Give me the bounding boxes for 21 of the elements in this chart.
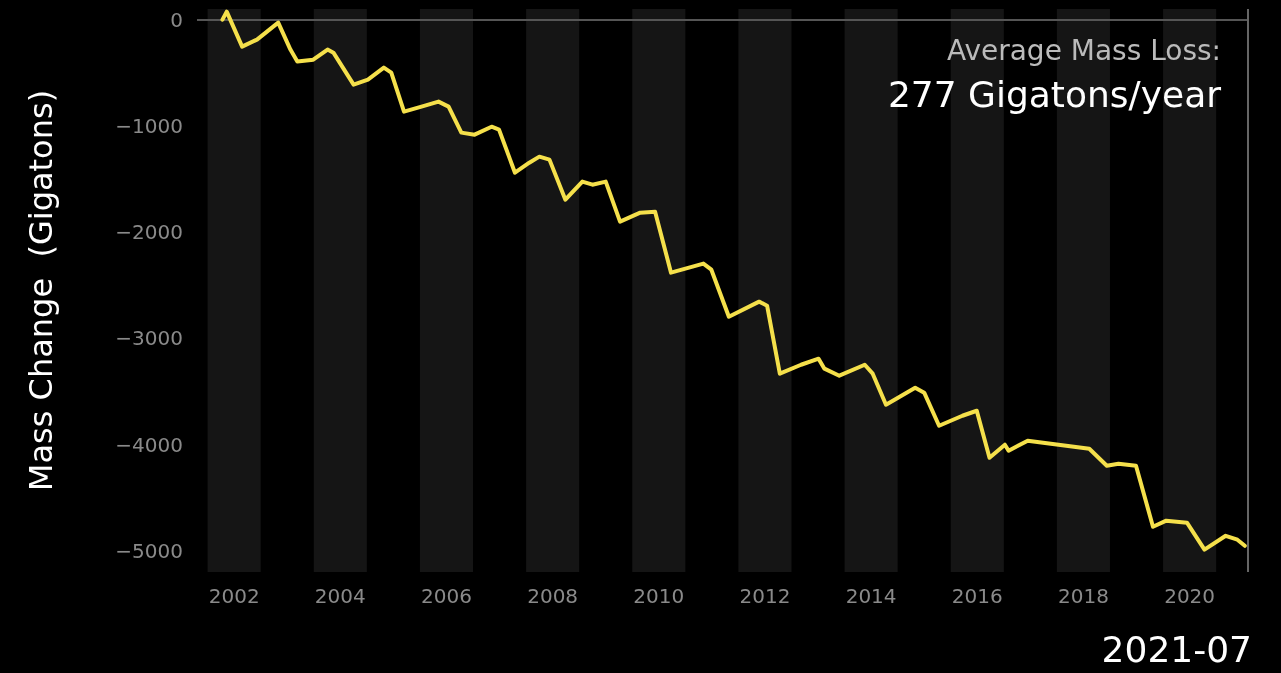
- x-tick-label: 2016: [951, 584, 1003, 608]
- x-tick-label: 2010: [633, 584, 685, 608]
- y-tick-label: 0: [170, 7, 183, 32]
- line-series: [220, 9, 1247, 552]
- x-tick-label: 2004: [314, 584, 366, 608]
- y-tick-label: −2000: [115, 220, 183, 245]
- x-tick-label: 2014: [845, 584, 897, 608]
- x-tick-label: 2006: [421, 584, 472, 608]
- x-tick-label: 2002: [208, 584, 260, 608]
- y-axis-title: Mass Change (Gigatons): [22, 89, 60, 492]
- x-tick-label: 2008: [527, 584, 579, 608]
- x-tick-label: 2012: [739, 584, 791, 608]
- y-tick-label: −4000: [115, 432, 183, 457]
- x-tick-label: 2020: [1164, 584, 1216, 608]
- annotation: 277 Gigatons/year: [887, 73, 1222, 115]
- y-tick-label: −1000: [115, 113, 183, 138]
- text: 2021-07: [1101, 628, 1252, 670]
- annotation: Average Mass Loss:: [946, 33, 1221, 67]
- y-tick-label: −5000: [115, 538, 183, 563]
- y-tick-label: −3000: [115, 326, 183, 351]
- x-tick-label: 2018: [1058, 584, 1109, 608]
